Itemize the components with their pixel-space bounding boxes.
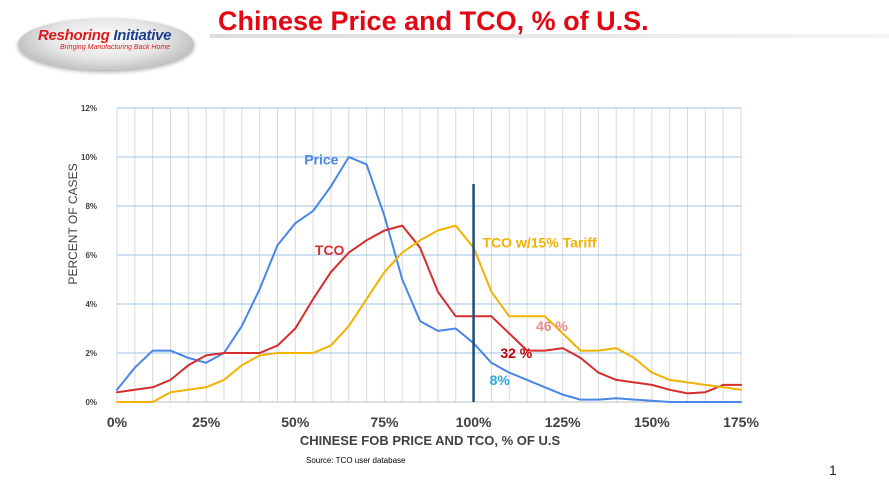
page-number: 1	[829, 462, 837, 478]
chart-series	[116, 156, 742, 403]
y-tick-label: 6%	[85, 251, 97, 260]
logo-tagline: Bringing Manufacturing Back Home	[60, 44, 171, 51]
y-axis-label: PERCENT OF CASES	[66, 163, 80, 284]
y-tick-label: 2%	[85, 349, 97, 358]
chart-annotations: Price TCO TCO w/15% Tariff 46 %32 % 8%	[304, 151, 597, 388]
y-tick-label: 10%	[81, 153, 97, 162]
annotation-label: TCO	[315, 242, 345, 258]
y-tick-label: 8%	[85, 202, 97, 211]
chart-grid	[116, 107, 742, 403]
series-line-1	[116, 224, 742, 395]
logo-swoosh	[18, 18, 194, 70]
x-tick-label: 175%	[723, 414, 759, 430]
x-tick-label: 125%	[545, 414, 581, 430]
series-line-2	[116, 224, 742, 403]
logo-name-second: Initiative	[113, 27, 172, 44]
header-bar	[210, 34, 889, 38]
x-tick-label: 75%	[370, 414, 399, 430]
source-note: Source: TCO user database	[306, 456, 406, 465]
y-tick-label: 12%	[81, 104, 97, 113]
logo-name-first: Reshoring	[38, 27, 110, 44]
x-tick-label: 50%	[281, 414, 310, 430]
annotation-label: TCO w/15% Tariff	[482, 235, 596, 251]
annotation-label: 46 %	[536, 318, 568, 334]
series-line-0	[116, 156, 742, 403]
chart-ticks: 0% 2% 4% 6% 8% 10% 12% 0% 25% 50% 75% 100% 125% 150% 1…	[81, 104, 759, 430]
annotation-label: 8%	[490, 372, 511, 388]
x-tick-label: 25%	[192, 414, 221, 430]
logo: Reshoring Initiative Bringing Manufactur…	[0, 0, 210, 80]
x-tick-label: 150%	[634, 414, 670, 430]
annotation-label: 32 %	[500, 345, 532, 361]
y-tick-label: 0%	[85, 398, 97, 407]
logo-name: Reshoring Initiative	[38, 27, 172, 44]
annotation-label: Price	[304, 151, 338, 167]
x-axis-label: CHINESE FOB PRICE AND TCO, % OF U.S	[300, 433, 561, 448]
y-tick-label: 4%	[85, 300, 97, 309]
slide-title: Chinese Price and TCO, % of U.S.	[218, 6, 649, 36]
x-tick-label: 100%	[456, 414, 492, 430]
x-tick-label: 0%	[107, 414, 128, 430]
